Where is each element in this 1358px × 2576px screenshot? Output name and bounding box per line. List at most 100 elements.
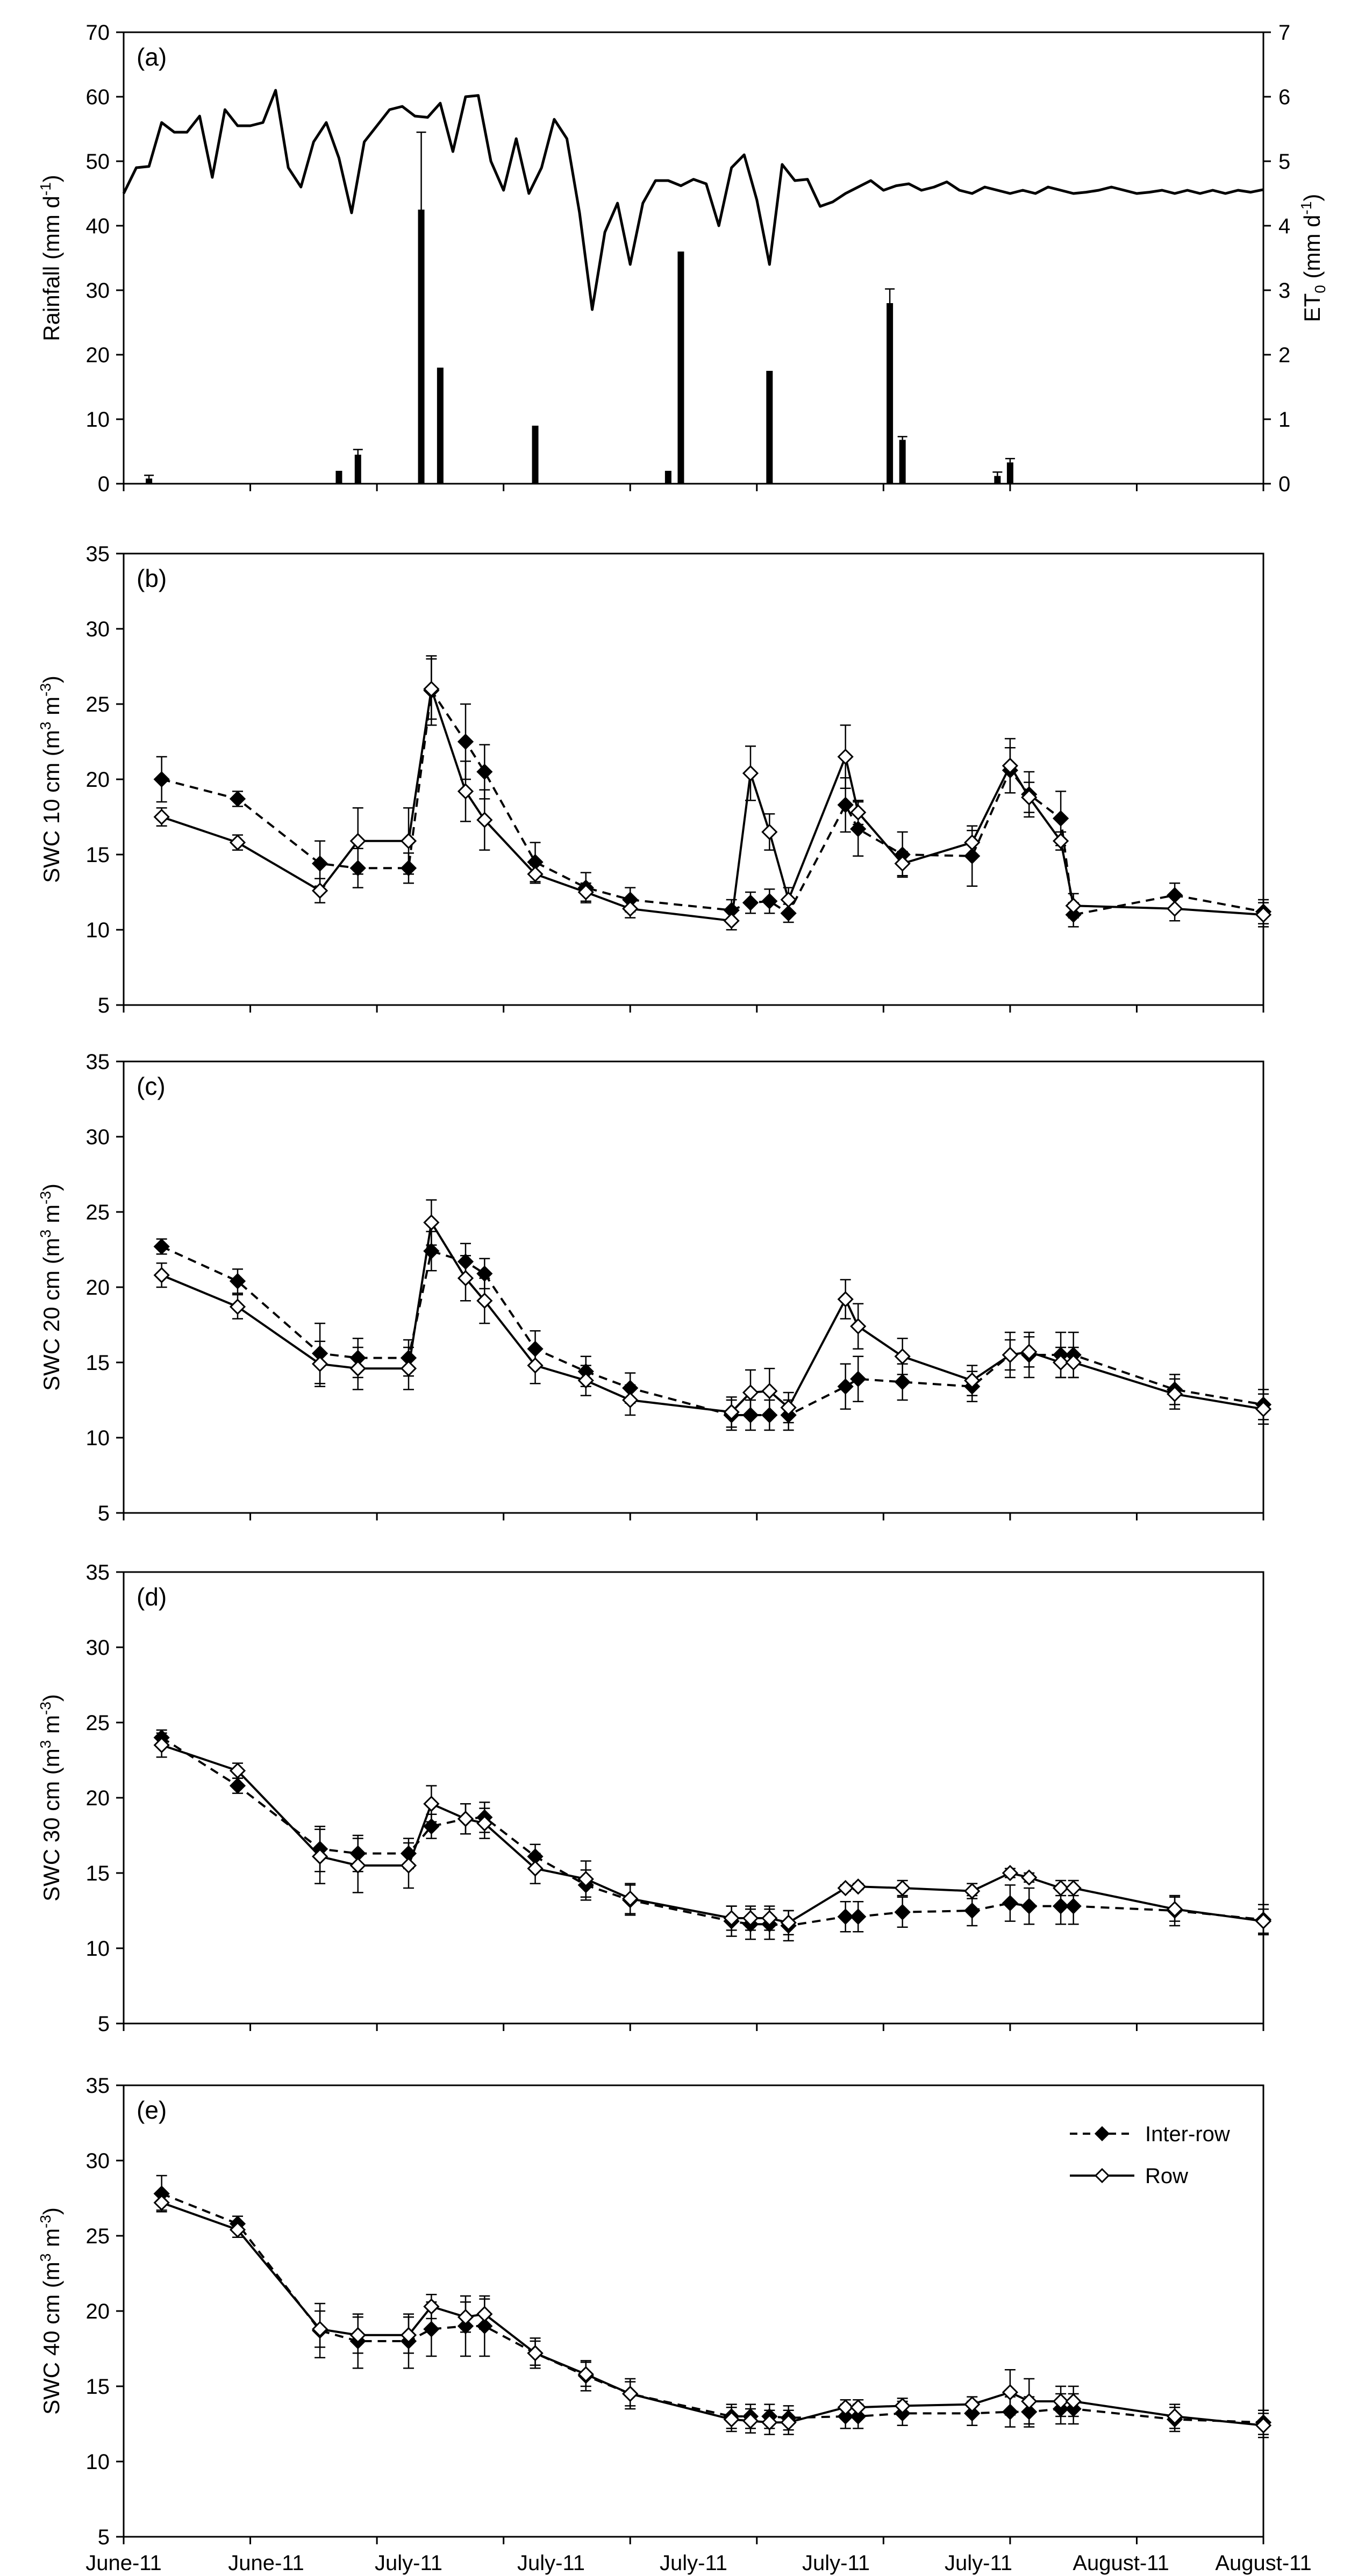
row-marker [894, 1348, 911, 1365]
y2-tick-label: 6 [1278, 85, 1290, 109]
row-marker [622, 1391, 639, 1409]
row-marker [1065, 1879, 1082, 1897]
y-tick-label: 5 [98, 2525, 110, 2549]
inter-row-marker [1021, 1898, 1038, 1914]
row-marker [476, 2306, 493, 2322]
panel-label: (e) [137, 2096, 167, 2124]
y-tick-label: 5 [98, 1502, 110, 1525]
y-axis-title-part: Rainfall (mm d [39, 196, 64, 341]
row-marker [1065, 898, 1082, 914]
inter-row-marker [1052, 810, 1069, 827]
row-marker [577, 2366, 594, 2383]
inter-row-marker [964, 1902, 981, 1919]
y2-axis-title-part: ET [1299, 293, 1325, 322]
x-tick-label: July-11 [517, 2551, 585, 2575]
y-axis-title-part: ) [39, 175, 64, 182]
inter-row-marker [894, 1904, 911, 1920]
x-tick-label: July-11 [375, 2551, 442, 2575]
rainfall-bar [664, 471, 671, 484]
y-tick-label: 70 [86, 21, 110, 45]
y2-tick-label: 7 [1278, 21, 1290, 45]
legend-label: Row [1145, 2164, 1188, 2188]
inter-row-marker [311, 855, 328, 872]
row-marker [349, 2327, 366, 2343]
inter-row-marker [850, 821, 867, 837]
plot-frame [123, 31, 1264, 485]
row-marker [837, 1879, 854, 1897]
y2-tick-label: 1 [1278, 408, 1290, 432]
y-axis-title-part: SWC 20 cm (m [39, 1238, 64, 1391]
row-marker [400, 1360, 417, 1377]
row-marker [1052, 1879, 1069, 1897]
row-marker [894, 855, 911, 872]
y-tick-label: 25 [86, 693, 110, 716]
row-marker [400, 2327, 417, 2343]
row-marker [1052, 2393, 1069, 2410]
x-tick-label: August-11 [1073, 2551, 1169, 2575]
rainfall-bar [887, 303, 894, 484]
y-axis-title-part: -1 [37, 182, 54, 196]
inter-row-marker [761, 1407, 778, 1424]
y-tick-label: 60 [86, 85, 110, 109]
x-tick-label: August-11 [1215, 2551, 1311, 2575]
plot-frame [123, 1060, 1264, 1514]
row-marker [577, 884, 594, 901]
row-marker [723, 2411, 740, 2428]
row-marker [423, 1796, 440, 1812]
row-marker [1166, 1901, 1183, 1918]
y-tick-label: 30 [86, 1636, 110, 1660]
row-line [161, 1744, 1264, 1924]
inter-row-marker [837, 1908, 854, 1925]
y-tick-label: 5 [98, 994, 110, 1017]
y-tick-label: 15 [86, 843, 110, 867]
inter-row-marker [1052, 1898, 1069, 1914]
inter-row-marker [742, 894, 759, 911]
panel-a: 0 10 20 30 40 50 60 70 (a) 0 1 2 3 4 5 6 7 [86, 21, 1291, 496]
row-marker [1002, 1864, 1019, 1882]
inter-row-line [161, 2192, 1264, 2424]
row-marker [1065, 1354, 1082, 1371]
x-tick-label: July-11 [660, 2551, 727, 2575]
panel-e: 5 10 15 20 25 30 35 (e) Inter-row Row June-11 June-… [85, 2074, 1311, 2575]
y-tick-label: 15 [86, 1862, 110, 1885]
row-marker [400, 1857, 417, 1874]
inter-row-marker [837, 2408, 854, 2425]
plot-frame [123, 552, 1264, 1006]
y-axis-title-part: 3 [37, 722, 54, 730]
inter-row-marker [229, 791, 246, 807]
row-line [161, 2201, 1264, 2427]
y-tick-label: 10 [86, 408, 110, 432]
row-marker [850, 2399, 867, 2416]
y-tick-label: 10 [86, 1426, 110, 1450]
inter-row-marker [423, 2321, 440, 2337]
y-axis-title: Rainfall (mm d-1) [37, 175, 64, 341]
row-marker [1166, 2408, 1183, 2425]
row-marker [761, 823, 778, 841]
row-marker [780, 1914, 797, 1931]
row-marker [1065, 2393, 1082, 2410]
row-marker [423, 1214, 440, 1231]
row-line [161, 688, 1264, 922]
y-tick-label: 30 [86, 2149, 110, 2173]
inter-row-marker [837, 797, 854, 813]
row-marker [1002, 2384, 1019, 2401]
inter-row-marker [761, 893, 778, 909]
row-marker [311, 2321, 328, 2337]
row-marker [153, 2194, 170, 2211]
x-tick-label: June-11 [228, 2551, 304, 2575]
row-marker [850, 1878, 867, 1895]
row-marker [622, 900, 639, 917]
inter-row-line [161, 1737, 1264, 1927]
y-tick-label: 35 [86, 1561, 110, 1584]
y-tick-label: 30 [86, 279, 110, 303]
row-marker [476, 1293, 493, 1309]
row-marker [837, 2399, 854, 2416]
inter-row-marker [153, 1238, 170, 1255]
row-marker [577, 1372, 594, 1389]
row-marker [527, 866, 544, 882]
row-marker [1002, 757, 1019, 774]
row-marker [527, 1860, 544, 1877]
row-marker [1052, 1354, 1069, 1371]
row-marker [780, 2414, 797, 2431]
panel-d: 5 10 15 20 25 30 35 (d) [86, 1561, 1272, 2036]
